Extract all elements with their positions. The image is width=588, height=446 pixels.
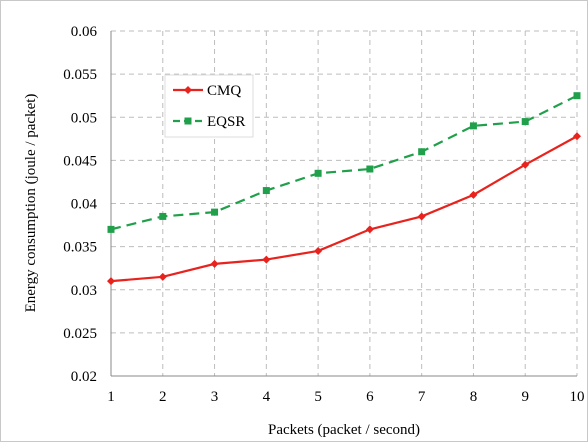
data-point-cmq bbox=[521, 160, 530, 169]
legend-box bbox=[164, 74, 254, 138]
series-line-eqsr bbox=[110, 94, 578, 231]
x-tick-label: 4 bbox=[263, 389, 271, 405]
data-point-eqsr bbox=[469, 122, 477, 130]
y-tick-labels: 0.02 0.025 0.03 0.035 0.04 0.045 0.05 0.055 0.06 bbox=[63, 24, 97, 385]
x-tick-label: 10 bbox=[570, 389, 585, 405]
legend-item-cmq: CMQ bbox=[173, 83, 241, 99]
y-tick-label: 0.055 bbox=[63, 67, 97, 83]
y-tick-label: 0.045 bbox=[63, 153, 97, 169]
x-tick-label: 3 bbox=[211, 389, 219, 405]
data-point-eqsr bbox=[262, 187, 270, 195]
x-tick-label: 8 bbox=[470, 389, 478, 405]
x-axis-title: Packets (packet / second) bbox=[268, 422, 420, 438]
data-point-cmq bbox=[210, 259, 219, 268]
x-tick-label: 5 bbox=[314, 389, 322, 405]
data-point-cmq bbox=[158, 272, 167, 281]
series-line-cmq bbox=[110, 135, 578, 283]
y-tick-label: 0.035 bbox=[63, 240, 97, 256]
legend-marker-eqsr bbox=[184, 117, 192, 125]
data-point-eqsr bbox=[211, 208, 219, 216]
data-point-cmq bbox=[314, 246, 323, 255]
x-tick-label: 6 bbox=[366, 389, 374, 405]
legend-label-cmq: CMQ bbox=[207, 83, 241, 99]
series-group bbox=[107, 92, 581, 286]
x-tick-label: 1 bbox=[107, 389, 115, 405]
data-point-eqsr bbox=[159, 212, 167, 220]
y-tick-label: 0.03 bbox=[71, 283, 97, 299]
x-tick-label: 2 bbox=[159, 389, 167, 405]
series-eqsr bbox=[107, 92, 581, 233]
y-tick-label: 0.025 bbox=[63, 326, 97, 342]
x-tick-label: 7 bbox=[418, 389, 426, 405]
y-axis-title: Energy consumption (joule / packet) bbox=[23, 94, 39, 313]
legend: CMQ EQSR bbox=[164, 74, 254, 138]
data-point-eqsr bbox=[366, 165, 374, 173]
data-point-cmq bbox=[573, 132, 581, 141]
data-point-eqsr bbox=[521, 118, 529, 126]
y-tick-label: 0.06 bbox=[71, 24, 98, 40]
x-tick-label: 9 bbox=[521, 389, 529, 405]
series-cmq bbox=[107, 132, 581, 286]
legend-label-eqsr: EQSR bbox=[207, 114, 245, 130]
data-point-eqsr bbox=[107, 225, 115, 233]
y-tick-label: 0.02 bbox=[71, 369, 97, 385]
data-point-cmq bbox=[365, 225, 374, 234]
data-point-cmq bbox=[469, 190, 478, 199]
data-point-cmq bbox=[107, 277, 115, 286]
data-point-eqsr bbox=[573, 92, 581, 100]
legend-item-eqsr: EQSR bbox=[173, 114, 245, 130]
data-point-eqsr bbox=[418, 148, 426, 156]
legend-marker-cmq bbox=[184, 86, 192, 94]
y-tick-label: 0.05 bbox=[71, 110, 97, 126]
x-tick-labels: 1 2 3 4 5 6 7 8 9 10 bbox=[107, 389, 584, 405]
data-point-eqsr bbox=[314, 169, 322, 177]
data-point-cmq bbox=[262, 255, 271, 264]
data-point-cmq bbox=[417, 212, 426, 221]
y-tick-label: 0.04 bbox=[71, 197, 98, 213]
